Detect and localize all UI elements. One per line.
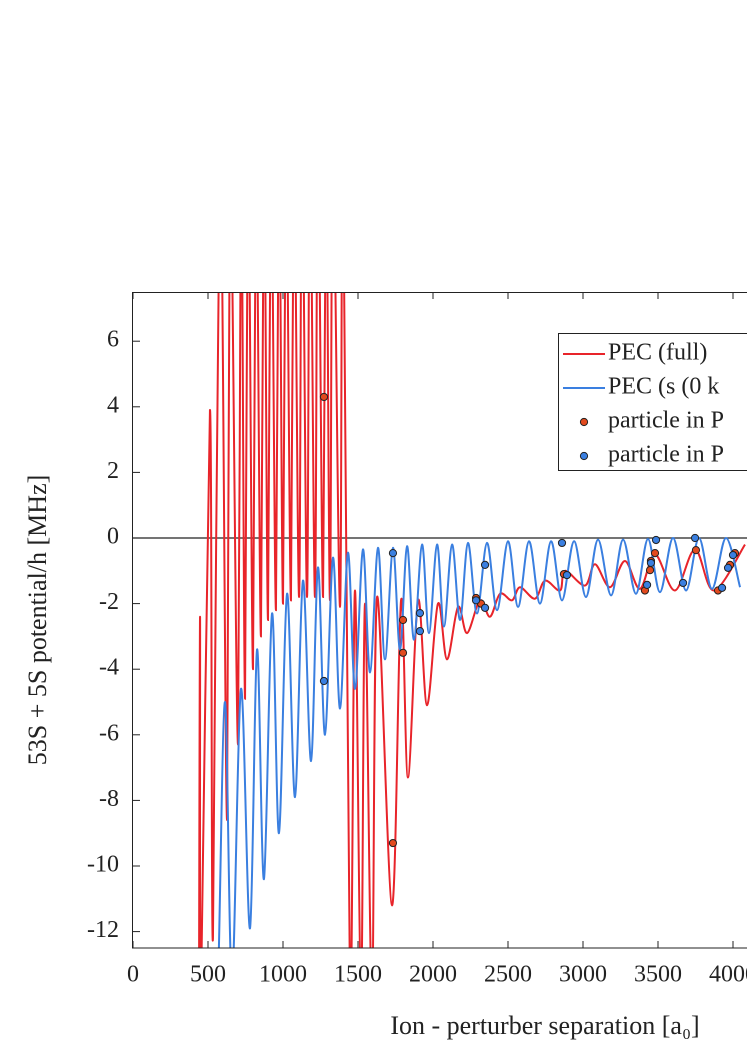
y-tick-label: -12 [87, 917, 119, 943]
x-axis-label: Ion - perturber separation [a₀] [390, 1011, 699, 1040]
particle-point [480, 560, 490, 569]
particle-point [398, 648, 408, 657]
particle-point [398, 615, 408, 625]
particle-point [690, 533, 700, 543]
legend-label: particle in P [608, 442, 724, 468]
y-tick-label: 0 [107, 524, 119, 550]
legend: PEC (full) PEC (s (0 k particle in P partic… [558, 333, 747, 471]
x-tick-label: 0 [127, 962, 139, 988]
legend-label: PEC (s (0 k [608, 374, 719, 400]
pec-line [198, 292, 746, 948]
x-tick-label: 2000 [409, 962, 457, 988]
y-tick-label: -10 [87, 852, 119, 878]
y-tick-label: 6 [107, 327, 119, 353]
ticks: 0 500 1000 1500 2000 2500 3000 3500 4000 6 4 2 0 -2 -4… [87, 292, 747, 988]
particle-point [646, 558, 656, 568]
particle-point [728, 550, 738, 560]
particle-point [319, 392, 329, 402]
particle-point [415, 627, 425, 636]
particle-point [557, 538, 567, 548]
particle-point [691, 546, 701, 555]
y-tick-label: -4 [99, 655, 119, 681]
x-tick-label: 4000 [709, 962, 747, 988]
legend-box [558, 333, 747, 471]
x-tick-label: 1000 [259, 962, 307, 988]
legend-swatch [579, 417, 589, 427]
particle-point [678, 578, 688, 588]
particle-point [480, 603, 490, 612]
y-axis-label: 53S + 5S potential/h [MHz] [23, 475, 52, 766]
x-tick-label: 2500 [484, 962, 532, 988]
axes-frame [132, 292, 747, 949]
x-tick-label: 3500 [634, 962, 682, 988]
particle-point [388, 838, 398, 848]
plot-area [133, 292, 747, 948]
particle-point [650, 548, 660, 558]
particle-point [642, 580, 652, 590]
y-tick-label: 2 [107, 458, 119, 484]
x-tick-label: 500 [190, 962, 226, 988]
pec-line [217, 536, 742, 948]
particle-point [562, 570, 572, 580]
particle-point [717, 583, 727, 592]
y-tick-label: -8 [99, 786, 119, 812]
y-tick-label: -6 [99, 720, 119, 746]
particle-point [723, 563, 733, 572]
x-tick-label: 3000 [559, 962, 607, 988]
particle-point [645, 566, 655, 575]
particle-point [651, 535, 661, 545]
x-tick-label: 1500 [334, 962, 382, 988]
legend-swatch [579, 451, 589, 461]
particle-point [415, 609, 425, 618]
y-tick-label: -2 [99, 589, 119, 615]
particle-point [388, 548, 398, 558]
legend-label: particle in P [608, 408, 724, 434]
y-tick-label: 4 [107, 392, 119, 418]
legend-label: PEC (full) [608, 340, 707, 366]
particle-point [471, 596, 481, 605]
particle-point [319, 676, 329, 686]
